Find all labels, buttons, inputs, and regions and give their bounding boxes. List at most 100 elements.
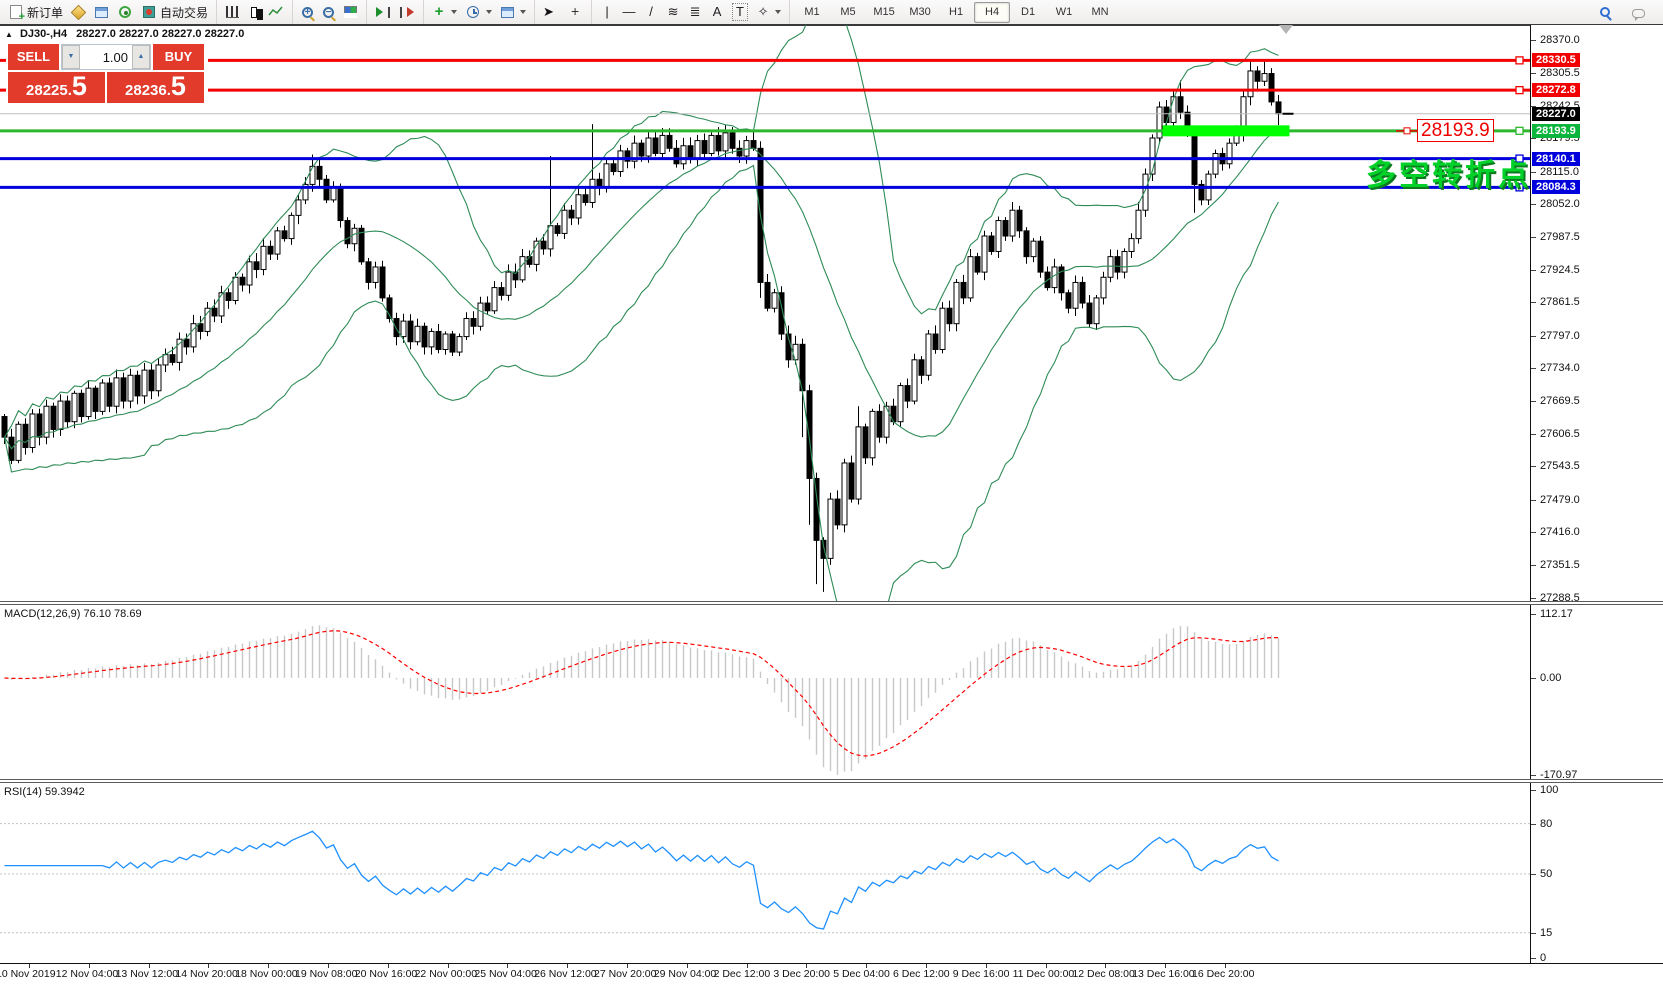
timeframe-m1[interactable]: M1 (804, 5, 820, 18)
time-label: 3 Dec 20:00 (773, 968, 831, 980)
price-tick-tick (1531, 105, 1536, 107)
timeframe-mn[interactable]: MN (1091, 5, 1109, 18)
timeframe-m30[interactable]: M30 (909, 5, 931, 18)
templates-button[interactable] (496, 2, 530, 22)
price-badge-28084.3: 28084.3 (1532, 180, 1580, 195)
cursor-button[interactable]: ➤ (539, 2, 563, 22)
price-axis: 28370.028305.528242.528179.528115.028052… (1530, 25, 1663, 964)
main-chart-area[interactable] (0, 25, 1530, 602)
price-tick: 28052.0 (1540, 198, 1580, 211)
volume-down-button[interactable]: ▼ (62, 45, 80, 69)
collapse-icon[interactable]: ▲ (5, 30, 13, 39)
time-label: 13 Dec 16:00 (1132, 968, 1195, 980)
toolbar: 新订单 自动交易 + − + (0, 0, 1663, 26)
timeframe-h1[interactable]: H1 (949, 5, 964, 18)
panel-separator[interactable] (0, 779, 1663, 783)
timeframe-h4[interactable]: H4 (974, 1, 1011, 23)
time-tick (926, 964, 927, 968)
time-label: 5 Dec 04:00 (833, 968, 890, 980)
time-label: 27 Nov 20:00 (594, 968, 657, 980)
tile-windows-icon (344, 6, 358, 18)
toolbar-right (1596, 2, 1663, 22)
chart-shift-icon (407, 7, 415, 17)
rsi-panel[interactable] (0, 784, 1530, 963)
time-tick (746, 964, 748, 968)
level-handle-28193.9 (1515, 126, 1524, 135)
price-tick: 27606.5 (1540, 427, 1580, 440)
fibonacci-button[interactable]: ≣ (684, 2, 706, 22)
volume-value[interactable]: 1.00 (102, 49, 128, 65)
price-tick-tick (1531, 138, 1536, 140)
shapes-button[interactable]: ✧ (752, 2, 785, 22)
crosshair-button[interactable]: + (563, 2, 587, 22)
bar-chart-icon (226, 6, 240, 18)
macd-panel[interactable] (0, 606, 1530, 779)
line-chart-button[interactable] (264, 2, 288, 22)
vertical-line-button[interactable]: | (596, 2, 618, 22)
search-button[interactable] (1596, 2, 1614, 22)
sell-price-main: 28225 (26, 82, 68, 99)
chart-shift-marker[interactable] (1279, 25, 1293, 34)
auto-trading-button[interactable]: 自动交易 (137, 2, 212, 22)
price-tick-tick (1531, 401, 1536, 403)
price-badge-28330.5: 28330.5 (1532, 53, 1580, 68)
auto-scroll-button[interactable] (371, 2, 395, 22)
timeframe-m15[interactable]: M15 (873, 5, 895, 18)
panel-separator[interactable] (0, 601, 1663, 605)
price-tick-tick (1531, 499, 1536, 501)
chat-button[interactable] (1628, 2, 1649, 22)
sell-button[interactable]: SELL (8, 44, 59, 70)
time-label: 12 Nov 04:00 (55, 968, 119, 980)
buy-button[interactable]: BUY (153, 44, 204, 70)
periods-button[interactable] (461, 2, 496, 22)
label-button[interactable]: T (728, 2, 752, 22)
channel-button[interactable]: ≋ (662, 2, 684, 22)
time-tick (1105, 964, 1107, 968)
indicators-button[interactable]: + (428, 2, 461, 22)
price-tick-tick (1531, 433, 1536, 435)
macd-tick-tick (1531, 678, 1536, 679)
price-level-label[interactable]: 28193.9 (1417, 119, 1494, 142)
symbol-period-label: DJ30-,H4 (19, 28, 68, 40)
zoom-out-button[interactable]: − (318, 2, 339, 22)
time-label: 9 Dec 16:00 (952, 968, 1010, 980)
chinese-note[interactable]: 多空转折点 (1366, 159, 1531, 192)
rsi-tick: 15 (1540, 926, 1553, 939)
chevron-down-icon (520, 10, 527, 14)
chart-shift-button[interactable] (395, 2, 419, 22)
new-order-button[interactable]: 新订单 (4, 2, 67, 23)
text-button[interactable]: A (706, 2, 728, 22)
time-tick (567, 964, 569, 968)
timeframe-w1[interactable]: W1 (1055, 5, 1073, 18)
price-tick: 28115.0 (1540, 165, 1579, 178)
volume-up-button[interactable]: ▲ (132, 45, 150, 69)
crosshair-icon: + (570, 3, 580, 19)
macd-histogram (10, 625, 1280, 775)
trendline-button[interactable]: / (640, 2, 662, 22)
candlestick-button[interactable] (244, 2, 264, 22)
sell-price[interactable]: 28225. 5 (8, 72, 105, 103)
tile-windows-button[interactable] (339, 2, 362, 22)
bar-chart-button[interactable] (221, 2, 244, 22)
timeframe-m5[interactable]: M5 (840, 5, 856, 18)
gold-button[interactable] (67, 2, 90, 22)
community-button[interactable] (90, 2, 113, 22)
rsi-tick-tick (1531, 932, 1536, 934)
macd-tick: 0.00 (1540, 672, 1562, 684)
timeframe-d1[interactable]: D1 (1021, 5, 1036, 18)
volume-stepper: ▼ 1.00 ▲ (61, 44, 151, 70)
zoom-in-button[interactable]: + (297, 2, 318, 22)
horizontal-line-button[interactable]: — (618, 2, 640, 22)
time-tick (507, 964, 509, 968)
signal-button[interactable] (113, 2, 137, 22)
price-tick-tick (1531, 171, 1536, 173)
macd-tick-tick (1531, 614, 1536, 615)
fibonacci-icon: ≣ (689, 4, 701, 19)
time-tick (1225, 964, 1226, 968)
highlight-bar[interactable] (1162, 125, 1290, 137)
buy-price[interactable]: 28236. 5 (107, 72, 204, 103)
price-badge-28272.8: 28272.8 (1532, 83, 1580, 98)
bollinger-upper (4, 25, 1279, 438)
price-tick-tick (1531, 40, 1536, 41)
